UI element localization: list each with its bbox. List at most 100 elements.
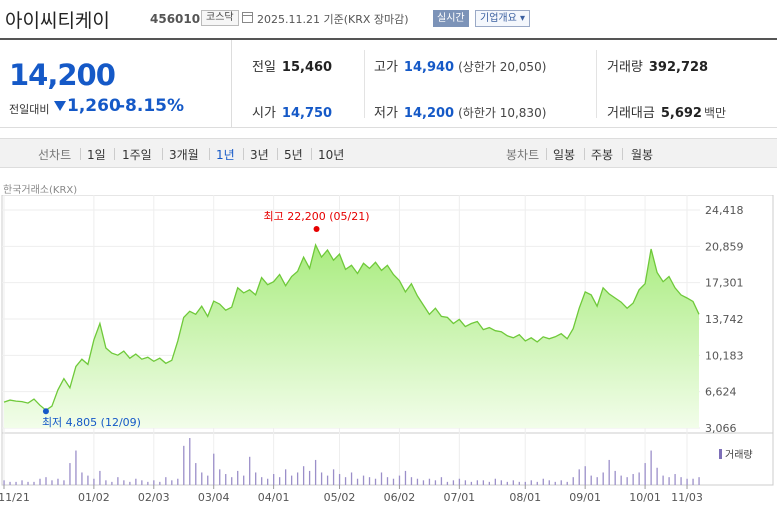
volume-bar xyxy=(45,477,47,485)
change-value: 1,260 xyxy=(67,96,121,116)
volume-bar xyxy=(638,472,640,485)
divider xyxy=(584,148,585,160)
divider xyxy=(80,148,81,160)
volume-legend-swatch xyxy=(719,449,722,459)
volume-bar xyxy=(590,475,592,485)
volume-bar xyxy=(332,469,335,485)
volume-bar xyxy=(302,466,305,485)
volume-bar xyxy=(105,480,107,485)
tab-10y[interactable]: 10년 xyxy=(318,148,345,162)
volume-bar xyxy=(183,445,185,485)
volume-bar xyxy=(398,475,401,485)
tab-weekly[interactable]: 주봉 xyxy=(591,148,614,162)
volume-bar xyxy=(296,472,299,485)
volume-bar xyxy=(39,478,41,485)
volume-bar xyxy=(273,474,275,485)
divider xyxy=(546,148,547,160)
volume-bar xyxy=(656,467,658,485)
divider xyxy=(622,148,623,160)
volume-bar xyxy=(500,480,502,485)
volume-bar xyxy=(650,450,652,485)
volume-bar xyxy=(578,469,580,485)
volume-bar xyxy=(69,463,71,485)
y-tick-label: 17,301 xyxy=(705,277,744,290)
divider xyxy=(209,148,210,160)
volume-value: 392,728 xyxy=(648,60,709,75)
volume-bar xyxy=(476,480,479,485)
volume-bar xyxy=(267,478,269,485)
volume-bar xyxy=(21,480,23,485)
price-chart: 24,418 20,859 17,301 13,742 10,183 6,624 3,066… xyxy=(0,195,774,504)
volume-bar xyxy=(87,475,89,485)
volume-bar xyxy=(554,481,556,485)
amount-value: 5,692 xyxy=(660,106,702,121)
volume-bar xyxy=(338,474,341,485)
x-tick-label: 01/02 xyxy=(78,491,110,504)
volume-bar xyxy=(33,481,35,485)
volume-bar xyxy=(368,477,371,485)
volume-bar xyxy=(279,477,281,485)
volume-bar xyxy=(662,475,664,485)
volume-bar xyxy=(177,478,179,485)
amount-cell: 거래대금 5,692 백만 xyxy=(607,102,726,121)
volume-bar xyxy=(75,450,77,485)
volume-bar xyxy=(93,478,95,485)
volume-bar xyxy=(572,477,574,485)
volume-bar xyxy=(129,481,131,485)
volume-bar xyxy=(602,472,604,485)
realtime-button[interactable]: 실시간 xyxy=(433,10,469,27)
stock-code: 456010 xyxy=(150,12,201,26)
low-annotation: 최저 4,805 (12/09) xyxy=(42,416,141,429)
low-value: 14,200 xyxy=(403,106,455,121)
volume-bar xyxy=(3,480,5,485)
volume-bar xyxy=(320,472,323,485)
volume-bar xyxy=(51,480,53,485)
x-tick-label: 05/02 xyxy=(324,491,356,504)
volume-bar xyxy=(392,478,395,485)
volume-bar xyxy=(596,477,598,485)
low-label: 저가 xyxy=(374,106,398,121)
volume-bar xyxy=(141,480,143,485)
volume-bar xyxy=(135,478,137,485)
volume-bar xyxy=(63,480,65,485)
divider xyxy=(311,148,312,160)
tab-3y[interactable]: 3년 xyxy=(250,148,269,162)
volume-bar xyxy=(344,477,347,485)
x-tick-label: 11/03 xyxy=(671,491,703,504)
volume-bar xyxy=(542,478,544,485)
down-arrow-icon xyxy=(54,101,66,111)
volume-bar xyxy=(213,453,215,485)
volume-bar xyxy=(692,478,694,485)
divider xyxy=(114,148,115,160)
tab-1y[interactable]: 1년 xyxy=(216,148,235,162)
volume-bar xyxy=(225,474,227,485)
company-info-button[interactable]: 기업개요 ▾ xyxy=(475,10,530,27)
volume-bar xyxy=(608,459,610,485)
volume-cell: 거래량 392,728 xyxy=(607,56,708,75)
tab-3m[interactable]: 3개월 xyxy=(169,148,199,162)
volume-bar xyxy=(356,478,359,485)
volume-bar xyxy=(452,480,455,485)
tab-1w[interactable]: 1주일 xyxy=(122,148,152,162)
tab-5y[interactable]: 5년 xyxy=(284,148,303,162)
tab-monthly[interactable]: 월봉 xyxy=(631,148,654,162)
volume-bar xyxy=(434,480,437,485)
date-text: 2025.11.21 기준(KRX 장마감) xyxy=(257,13,409,26)
volume-bar xyxy=(668,477,670,485)
volume-bar xyxy=(284,469,287,485)
high-label: 고가 xyxy=(374,60,398,75)
volume-bar xyxy=(446,481,449,485)
volume-bar xyxy=(290,475,293,485)
volume-bar xyxy=(644,463,646,485)
high-value: 14,940 xyxy=(403,60,455,75)
tab-1d[interactable]: 1일 xyxy=(87,148,106,162)
volume-bar xyxy=(308,470,311,485)
volume-bar xyxy=(686,478,688,485)
market-badge: 코스닥 xyxy=(201,10,239,26)
upper-limit: (상한가 20,050) xyxy=(458,60,547,74)
divider xyxy=(243,148,244,160)
tab-daily[interactable]: 일봉 xyxy=(553,148,576,162)
prev-close-value: 15,460 xyxy=(281,60,333,75)
prev-close-cell: 전일 15,460 xyxy=(252,56,332,75)
volume-bar xyxy=(404,470,407,485)
